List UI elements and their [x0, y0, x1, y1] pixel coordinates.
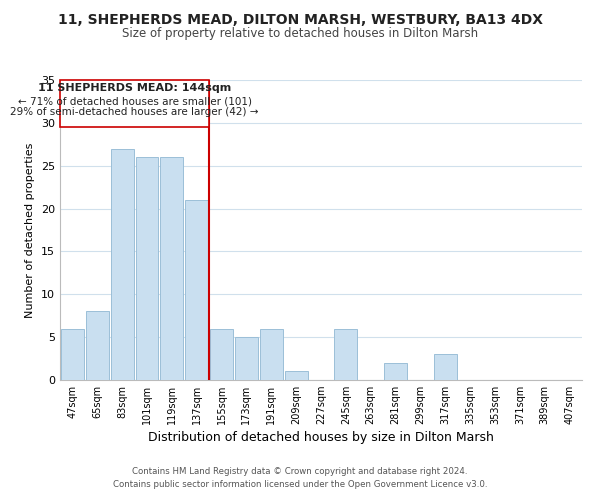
Bar	[61, 328, 84, 380]
Y-axis label: Number of detached properties: Number of detached properties	[25, 142, 35, 318]
Bar	[285, 372, 308, 380]
Text: 11, SHEPHERDS MEAD, DILTON MARSH, WESTBURY, BA13 4DX: 11, SHEPHERDS MEAD, DILTON MARSH, WESTBU…	[58, 12, 542, 26]
Bar	[235, 337, 258, 380]
Bar	[434, 354, 457, 380]
Bar	[260, 328, 283, 380]
Bar	[86, 312, 109, 380]
Bar	[160, 157, 183, 380]
Bar	[384, 363, 407, 380]
Text: Contains HM Land Registry data © Crown copyright and database right 2024.: Contains HM Land Registry data © Crown c…	[132, 467, 468, 476]
X-axis label: Distribution of detached houses by size in Dilton Marsh: Distribution of detached houses by size …	[148, 432, 494, 444]
Text: 11 SHEPHERDS MEAD: 144sqm: 11 SHEPHERDS MEAD: 144sqm	[38, 84, 231, 94]
Bar	[334, 328, 357, 380]
Text: ← 71% of detached houses are smaller (101): ← 71% of detached houses are smaller (10…	[17, 96, 251, 106]
Text: Size of property relative to detached houses in Dilton Marsh: Size of property relative to detached ho…	[122, 28, 478, 40]
Text: Contains public sector information licensed under the Open Government Licence v3: Contains public sector information licen…	[113, 480, 487, 489]
Bar	[185, 200, 208, 380]
Bar	[136, 157, 158, 380]
Bar	[210, 328, 233, 380]
Text: 29% of semi-detached houses are larger (42) →: 29% of semi-detached houses are larger (…	[10, 108, 259, 118]
Bar	[111, 148, 134, 380]
FancyBboxPatch shape	[60, 80, 209, 127]
